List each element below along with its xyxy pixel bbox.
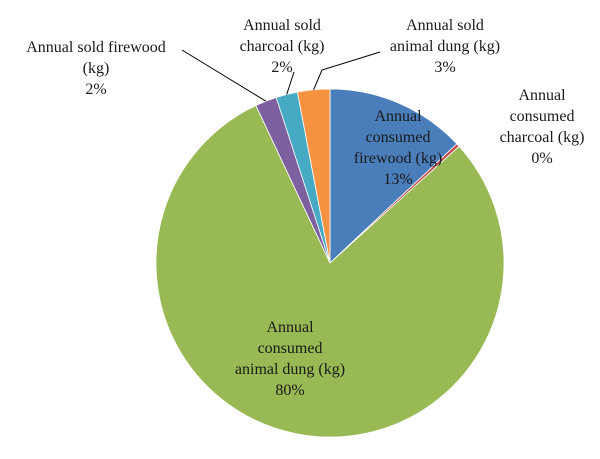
slice-label-sold-charcoal: Annual sold charcoal (kg) 2%	[240, 17, 325, 76]
slice-labels: Annual consumed firewood (kg) 13% Annual cons…	[26, 17, 584, 399]
slice-label-consumed-animal-dung: Annual consumed animal dung (kg) 80%	[235, 319, 345, 399]
slice-label-consumed-firewood: Annual consumed firewood (kg) 13%	[354, 108, 442, 188]
leader-line-sold-charcoal	[286, 71, 295, 95]
leader-lines	[181, 49, 381, 102]
slice-label-sold-animal-dung: Annual sold animal dung (kg) 3%	[390, 17, 500, 76]
slice-label-sold-firewood: Annual sold firewood (kg) 2%	[26, 39, 166, 98]
slice-label-consumed-charcoal: Annual consumed charcoal (kg) 0%	[500, 87, 585, 167]
pie-slice-consumed-firewood	[329, 88, 458, 264]
leader-line-sold-firewood	[181, 49, 267, 102]
leader-line-sold-animal-dung	[313, 51, 381, 90]
pie-slices	[155, 88, 505, 438]
pie-slice-consumed-animal-dung	[155, 105, 505, 438]
